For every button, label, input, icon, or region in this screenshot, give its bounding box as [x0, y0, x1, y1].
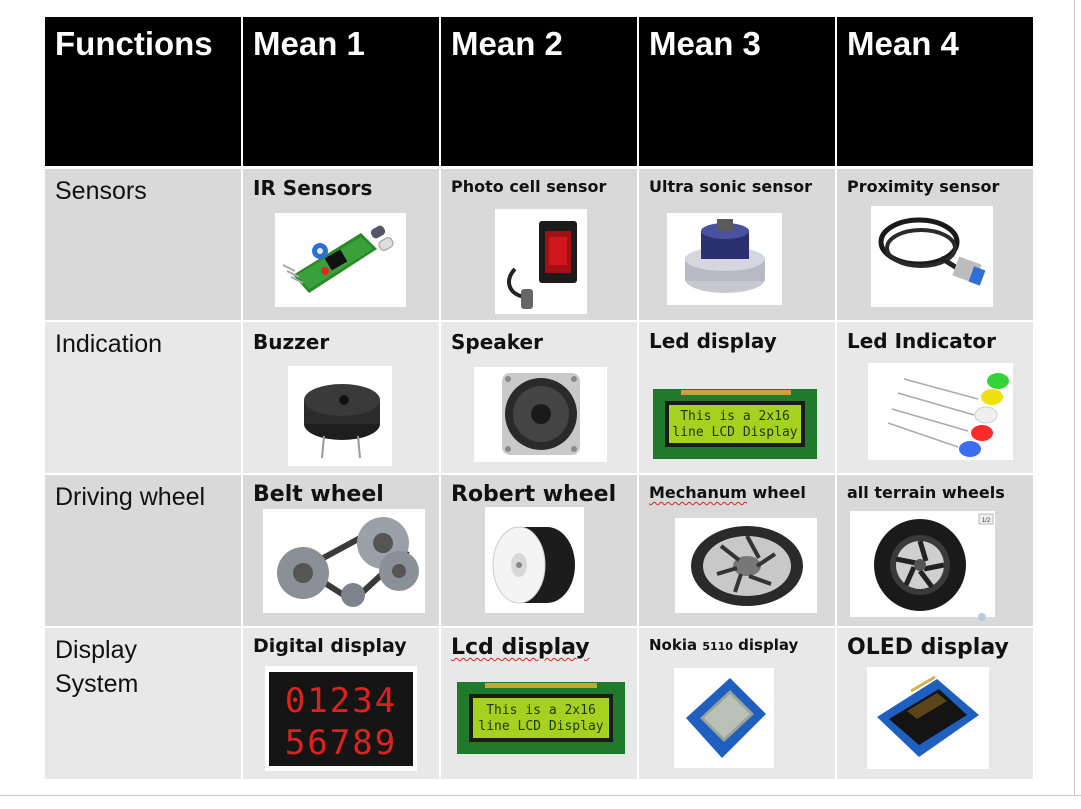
mean-label: Lcd display — [451, 635, 590, 660]
function-label: Sensors — [55, 177, 147, 205]
segment-row-1: 01234 — [285, 681, 397, 721]
header-mean-3: Mean 3 — [639, 17, 835, 166]
mean-label: Nokia 5110 display — [649, 636, 798, 654]
mean-cell-robert-wheel: Robert wheel — [441, 475, 637, 626]
image-badge: 1/2 — [982, 518, 991, 524]
function-cell-display-system: Display System — [45, 628, 241, 779]
label-part: display — [732, 636, 799, 654]
mean-label: Photo cell sensor — [451, 177, 607, 196]
mean-cell-all-terrain-wheels: all terrain wheels 1/2 — [837, 475, 1033, 626]
header-mean-4-label: Mean 4 — [847, 25, 959, 62]
mean-label: Led display — [649, 329, 777, 353]
mean-cell-buzzer: Buzzer — [243, 322, 439, 473]
header-mean-2-label: Mean 2 — [451, 25, 563, 62]
lcd-line-2: line LCD Display — [672, 425, 797, 440]
header-mean-2: Mean 2 — [441, 17, 637, 166]
header-mean-3-label: Mean 3 — [649, 25, 761, 62]
header-mean-4: Mean 4 — [837, 17, 1033, 166]
mean-label: IR Sensors — [253, 176, 373, 200]
belt-pulley-image — [263, 509, 425, 613]
function-label: Driving wheel — [55, 483, 206, 511]
function-cell-indication: Indication — [45, 322, 241, 473]
mean-cell-photo-cell-sensor: Photo cell sensor — [441, 169, 637, 320]
squiggle-underline: Mechanum — [649, 483, 747, 502]
mean-cell-belt-wheel: Belt wheel — [243, 475, 439, 626]
page-edge-bottom — [0, 795, 1081, 796]
lcd-line-1: This is a 2x16 — [486, 703, 596, 718]
photo-cell-sensor-image — [495, 209, 587, 314]
mean-label: Proximity sensor — [847, 177, 1000, 196]
label-part-model: 5110 — [702, 640, 733, 653]
function-label-line-1: Display — [55, 636, 137, 664]
mean-cell-led-display: Led display This is a 2x16 line LCD Disp… — [639, 322, 835, 473]
proximity-sensor-image — [871, 206, 993, 307]
mean-label: Speaker — [451, 330, 543, 354]
mean-cell-ir-sensors: IR Sensors — [243, 169, 439, 320]
lcd-line-2: line LCD Display — [478, 719, 603, 734]
mean-cell-speaker: Speaker — [441, 322, 637, 473]
header-functions-label: Functions — [55, 25, 213, 62]
mean-label: Robert wheel — [451, 482, 617, 507]
buzzer-image — [288, 366, 392, 466]
seven-segment-display-image: 01234 56789 — [265, 666, 417, 771]
mecanum-wheel-image — [675, 518, 817, 613]
nokia-5110-display-image — [674, 668, 774, 768]
mean-cell-nokia-5110-display: Nokia 5110 display — [639, 628, 835, 779]
mean-cell-mechanum-wheel: Mechanum wheel — [639, 475, 835, 626]
scroll-dot-icon — [978, 613, 986, 621]
segment-row-2: 56789 — [285, 723, 397, 763]
mean-label: Mechanum wheel — [649, 483, 806, 502]
mean-cell-led-indicator: Led Indicator — [837, 322, 1033, 473]
function-label: Indication — [55, 330, 163, 358]
mean-cell-proximity-sensor: Proximity sensor — [837, 169, 1033, 320]
header-functions: Functions — [45, 17, 241, 166]
function-cell-sensors: Sensors — [45, 169, 241, 320]
label-part: Nokia — [649, 636, 703, 654]
ultrasonic-transducer-image — [667, 213, 782, 305]
mean-label: Belt wheel — [253, 482, 384, 507]
mean-cell-oled-display: OLED display — [837, 628, 1033, 779]
lcd-display-module-image: This is a 2x16 line LCD Display — [455, 680, 627, 756]
lcd-display-module-image: This is a 2x16 line LCD Display — [651, 387, 819, 461]
mean-cell-lcd-display: Lcd display This is a 2x16 line LCD Disp… — [441, 628, 637, 779]
speaker-image — [474, 367, 607, 462]
oled-display-image — [867, 667, 989, 769]
mean-label: OLED display — [847, 635, 1009, 660]
all-terrain-wheel-image: 1/2 — [850, 511, 995, 617]
mean-cell-digital-display: Digital display 01234 56789 — [243, 628, 439, 779]
mean-label: Buzzer — [253, 330, 330, 354]
function-cell-driving-wheel: Driving wheel — [45, 475, 241, 626]
header-mean-1-label: Mean 1 — [253, 25, 365, 62]
mean-cell-ultrasonic-sensor: Ultra sonic sensor — [639, 169, 835, 320]
page-edge-right — [1074, 0, 1075, 795]
led-indicators-image — [868, 363, 1013, 460]
mean-label: Digital display — [253, 635, 407, 657]
mean-label: all terrain wheels — [847, 483, 1005, 502]
mean-label: Led Indicator — [847, 329, 996, 353]
ir-sensor-module-image — [275, 213, 406, 307]
header-mean-1: Mean 1 — [243, 17, 439, 166]
mean-label: Ultra sonic sensor — [649, 177, 812, 196]
robot-wheel-image — [485, 507, 584, 613]
lcd-line-1: This is a 2x16 — [680, 409, 790, 424]
function-label-line-2: System — [55, 670, 139, 698]
